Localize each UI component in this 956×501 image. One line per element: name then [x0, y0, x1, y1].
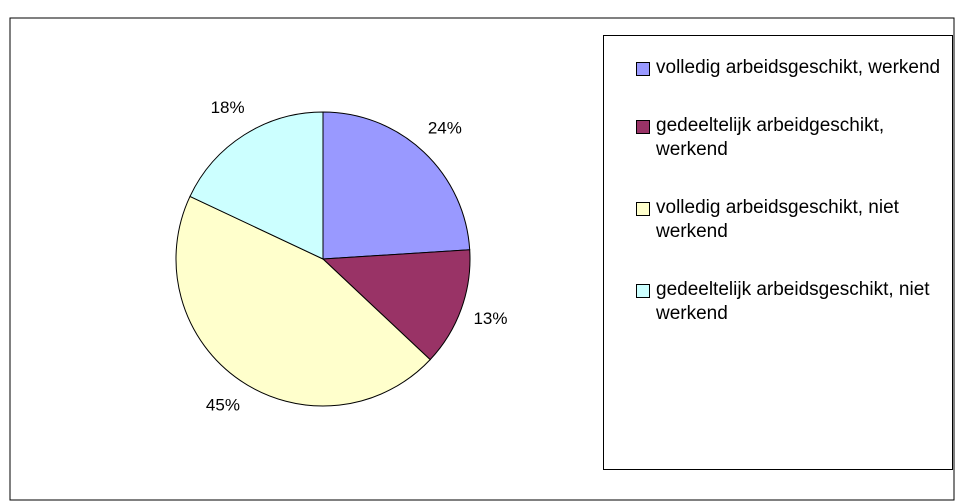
data-label: 45% — [206, 396, 240, 415]
legend-label: volledig arbeidsgeschikt, werkend — [656, 57, 941, 78]
legend-swatch — [636, 284, 650, 298]
data-label: 24% — [428, 119, 462, 138]
data-label: 13% — [473, 309, 507, 328]
legend-label: gedeeltelijk arbeidsgeschikt, niet werke… — [656, 279, 930, 324]
legend-entry: gedeeltelijk arbeidgeschikt, werkend — [636, 114, 952, 162]
legend-entry: volledig arbeidsgeschikt, werkend — [636, 56, 952, 80]
legend-swatch — [636, 120, 650, 134]
legend-entry: gedeeltelijk arbeidsgeschikt, niet werke… — [636, 278, 952, 326]
pie-slice — [322, 111, 471, 260]
legend-label: volledig arbeidsgeschikt, niet werkend — [656, 197, 899, 242]
legend-label: gedeeltelijk arbeidgeschikt, werkend — [656, 115, 885, 160]
legend-swatch — [636, 62, 650, 76]
pie-slice — [175, 195, 431, 407]
legend-entry: volledig arbeidsgeschikt, niet werkend — [636, 196, 952, 244]
data-label: 18% — [211, 98, 245, 117]
pie-slice — [189, 111, 324, 260]
legend: volledig arbeidsgeschikt, werkend gedeelt… — [603, 35, 953, 470]
pie-slice — [321, 249, 471, 361]
legend-swatch — [636, 202, 650, 216]
